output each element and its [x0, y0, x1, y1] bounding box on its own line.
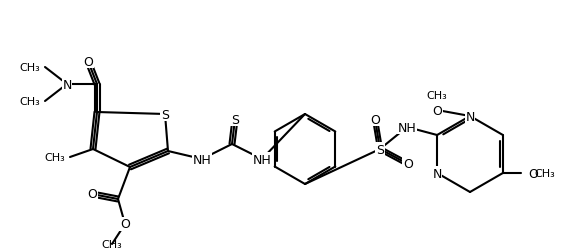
Text: O: O [432, 104, 442, 117]
Text: O: O [403, 158, 413, 171]
Text: N: N [62, 78, 71, 91]
Text: CH₃: CH₃ [102, 239, 123, 249]
Text: N: N [465, 110, 475, 123]
Text: CH₃: CH₃ [426, 91, 447, 101]
Text: O: O [370, 113, 380, 126]
Text: O: O [87, 188, 97, 201]
Text: NH: NH [253, 153, 271, 166]
Text: S: S [231, 113, 239, 126]
Text: S: S [161, 108, 169, 121]
Text: CH₃: CH₃ [535, 168, 555, 178]
Text: N: N [432, 167, 442, 180]
Text: CH₃: CH₃ [44, 152, 65, 162]
Text: O: O [83, 55, 93, 68]
Text: CH₃: CH₃ [19, 63, 40, 73]
Text: NH: NH [193, 153, 211, 166]
Text: NH: NH [397, 121, 417, 134]
Text: O: O [120, 218, 130, 231]
Text: S: S [376, 143, 384, 156]
Text: CH₃: CH₃ [19, 97, 40, 107]
Text: O: O [528, 167, 538, 180]
